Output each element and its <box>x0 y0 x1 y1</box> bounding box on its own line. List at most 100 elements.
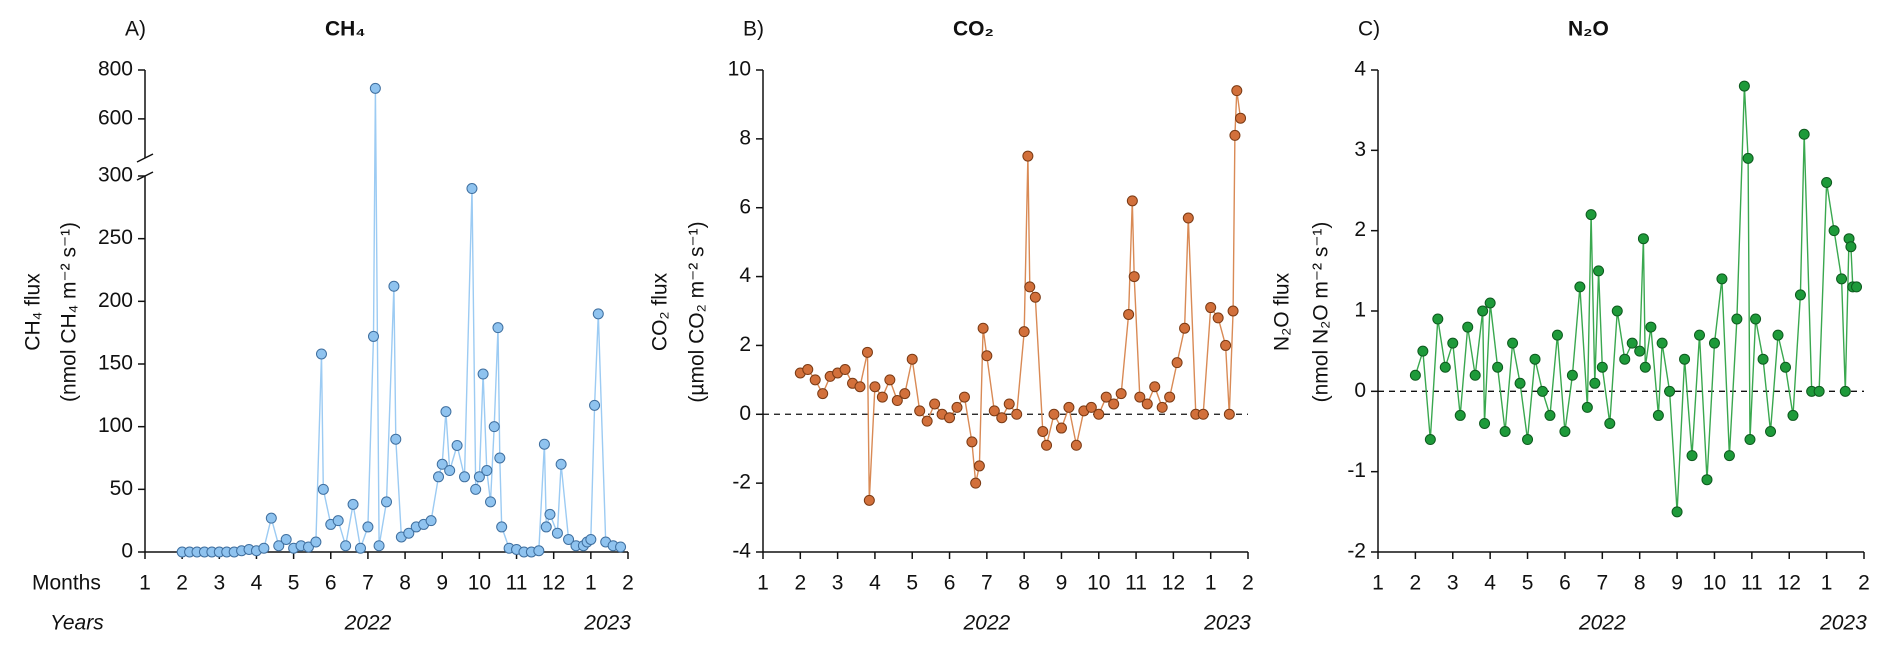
data-point <box>1839 385 1851 397</box>
data-point <box>1093 408 1105 420</box>
data-point <box>373 540 385 552</box>
data-point <box>1772 329 1784 341</box>
data-point <box>1227 305 1239 317</box>
data-point <box>970 477 982 489</box>
series-line <box>1414 86 1857 512</box>
data-point <box>436 458 448 470</box>
series-line <box>182 88 621 553</box>
panel-title: CO₂ <box>953 18 994 41</box>
data-point <box>369 82 381 94</box>
data-point <box>1409 369 1421 381</box>
data-point <box>1731 313 1743 325</box>
data-point <box>1750 313 1762 325</box>
data-point <box>1018 326 1030 338</box>
data-point <box>854 381 866 393</box>
year-label: 2023 <box>583 612 631 635</box>
data-point <box>1611 305 1623 317</box>
x-tick-label: 9 <box>436 572 448 595</box>
x-tick-label: 11 <box>1741 572 1763 595</box>
data-point <box>1156 401 1168 413</box>
x-tick-label: 5 <box>906 572 918 595</box>
data-point <box>615 541 627 553</box>
data-point <box>1744 434 1756 446</box>
y-tick-label: 3 <box>1354 138 1366 161</box>
data-point <box>367 330 379 342</box>
y-tick-label: 1 <box>1354 299 1366 322</box>
data-point <box>1484 297 1496 309</box>
x-tick-label: 6 <box>1559 572 1571 595</box>
y-axis-label: (nmol CH₄ m⁻² s⁻¹) <box>58 222 81 402</box>
data-point <box>1439 361 1451 373</box>
data-point <box>1639 361 1651 373</box>
data-point <box>1723 450 1735 462</box>
data-point <box>1011 408 1023 420</box>
data-point <box>1536 385 1548 397</box>
data-point <box>951 401 963 413</box>
data-point <box>1551 329 1563 341</box>
series-line <box>800 90 1242 501</box>
data-point <box>347 498 359 510</box>
data-point <box>1024 281 1036 293</box>
x-tick-label: 9 <box>1671 572 1683 595</box>
data-point <box>861 346 873 358</box>
data-point <box>977 322 989 334</box>
data-point <box>388 280 400 292</box>
y-tick-label: -2 <box>1347 540 1366 563</box>
x-tick-label: 5 <box>1522 572 1534 595</box>
data-point <box>470 483 482 495</box>
data-point <box>1664 385 1676 397</box>
data-point <box>1055 422 1067 434</box>
x-tick-label: 12 <box>542 572 565 595</box>
x-tick-label: 12 <box>1778 572 1801 595</box>
data-point <box>538 438 550 450</box>
y-tick-label: 250 <box>98 226 133 249</box>
x-tick-label: 1 <box>139 572 151 595</box>
data-point <box>1469 369 1481 381</box>
data-point <box>1507 337 1519 349</box>
data-point <box>459 471 471 483</box>
data-point <box>1197 408 1209 420</box>
y-tick-label: 800 <box>98 58 133 81</box>
panel-label: C) <box>1358 18 1380 41</box>
y-tick-label: 600 <box>98 106 133 129</box>
data-point <box>1544 409 1556 421</box>
data-point <box>280 533 292 545</box>
data-point <box>1115 388 1127 400</box>
data-point <box>1212 312 1224 324</box>
data-point <box>1851 281 1863 293</box>
x-tick-label: 7 <box>362 572 374 595</box>
data-point <box>996 412 1008 424</box>
data-point <box>1100 391 1112 403</box>
data-point <box>981 350 993 362</box>
x-tick-label: 7 <box>981 572 993 595</box>
year-label: 2022 <box>344 612 392 635</box>
panel-title: CH₄ <box>325 18 365 41</box>
data-point <box>884 374 896 386</box>
y-tick-label: 6 <box>739 195 751 218</box>
data-point <box>958 391 970 403</box>
data-point <box>563 533 575 545</box>
x-tick-label: 3 <box>1447 572 1459 595</box>
data-point <box>589 399 601 411</box>
data-point <box>876 391 888 403</box>
data-point <box>544 508 556 520</box>
data-point <box>1828 225 1840 237</box>
data-point <box>1454 409 1466 421</box>
data-point <box>1424 434 1436 446</box>
x-tick-label: 6 <box>944 572 956 595</box>
x-tick-label: 1 <box>1205 572 1217 595</box>
y-tick-label: -2 <box>732 471 751 494</box>
data-point <box>869 381 881 393</box>
x-tick-label: 1 <box>1372 572 1384 595</box>
data-point <box>485 496 497 508</box>
panel-label: A) <box>125 18 146 41</box>
data-point <box>1845 241 1857 253</box>
data-point <box>273 540 285 552</box>
data-point <box>1123 308 1135 320</box>
x-axis-label: Months <box>32 572 101 595</box>
data-point <box>1593 265 1605 277</box>
data-point <box>451 439 463 451</box>
y-tick-label: -1 <box>1347 459 1366 482</box>
data-point <box>585 533 597 545</box>
x-tick-label: 11 <box>1125 572 1147 595</box>
